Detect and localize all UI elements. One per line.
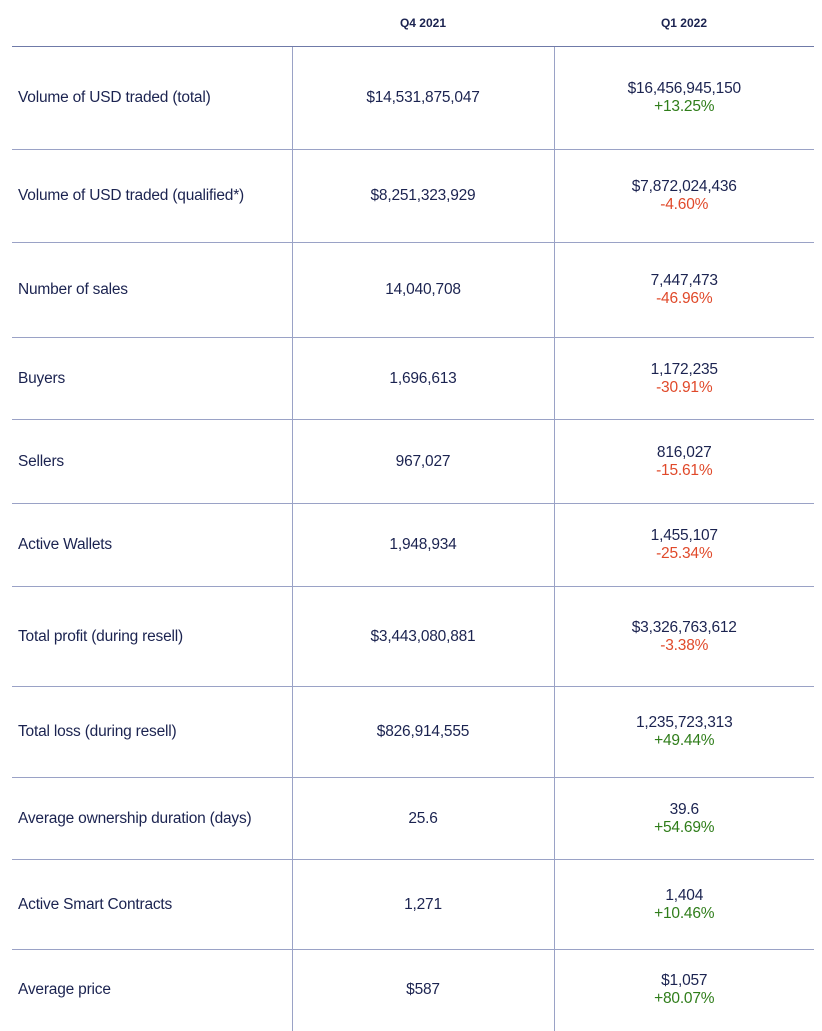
table-row: Sellers 967,027 816,027 -15.61% [12,419,814,504]
header-row: Q4 2021 Q1 2022 [12,0,814,47]
q1-2022-cell: 1,404 +10.46% [553,859,814,950]
change-percent: -25.34% [656,545,713,562]
change-percent: +54.69% [654,818,715,836]
q1-2022-cell: $3,326,763,612 -3.38% [553,586,814,687]
q1-2022-value: 7,447,473 [650,272,718,289]
comparison-table: Q4 2021 Q1 2022 Volume of USD traded (to… [12,0,814,1031]
q1-2022-value: $7,872,024,436 [631,178,737,195]
q1-2022-cell: 39.6 +54.69% [553,777,814,860]
change-percent: -4.60% [660,196,709,213]
change-percent: +49.44% [654,732,715,749]
change-percent: -3.38% [660,636,709,654]
q1-2022-cell: 1,235,723,313 +49.44% [553,686,814,778]
table-row: Total profit (during resell) $3,443,080,8… [12,586,814,687]
q1-2022-cell: 7,447,473 -46.96% [553,242,814,338]
change-percent: +10.46% [654,904,715,922]
metric-label: Total loss (during resell) [12,686,292,778]
change-percent: +80.07% [654,990,715,1008]
q1-2022-value: $16,456,945,150 [627,80,742,97]
table-row: Buyers 1,696,613 1,172,235 -30.91% [12,337,814,420]
q4-2021-value: $3,443,080,881 [291,586,554,687]
metric-label: Total profit (during resell) [12,586,292,687]
q1-2022-value: 1,404 [665,886,704,904]
change-percent: -46.96% [656,290,713,307]
q4-2021-value: $8,251,323,929 [291,149,554,243]
q1-2022-value: $3,326,763,612 [631,618,737,636]
metric-label: Volume of USD traded (total) [12,46,292,150]
header-metric [12,0,292,47]
q4-2021-value: $14,531,875,047 [291,46,554,150]
change-percent: +13.25% [654,98,715,115]
q1-2022-cell: 816,027 -15.61% [553,419,814,504]
q4-2021-value: 1,948,934 [291,503,554,587]
table-row: Total loss (during resell) $826,914,555 1,… [12,686,814,778]
q1-2022-cell: $7,872,024,436 -4.60% [553,149,814,243]
table-body: Volume of USD traded (total) $14,531,875,… [12,46,814,1031]
table-row: Number of sales 14,040,708 7,447,473 -46.96… [12,242,814,338]
q1-2022-value: 1,235,723,313 [635,714,733,731]
metric-label: Buyers [12,337,292,420]
metric-label: Active Wallets [12,503,292,587]
table-row: Volume of USD traded (qualified*) $8,251,… [12,149,814,243]
metric-label: Number of sales [12,242,292,338]
metric-label: Active Smart Contracts [12,859,292,950]
q1-2022-cell: 1,172,235 -30.91% [553,337,814,420]
q1-2022-value: 1,455,107 [650,527,718,544]
q1-2022-value: 1,172,235 [650,360,718,378]
table-row: Active Wallets 1,948,934 1,455,107 -25.34% [12,503,814,587]
header-q1-2022: Q1 2022 [554,0,814,47]
q4-2021-value: 1,271 [291,859,554,950]
q4-2021-value: $587 [291,949,554,1031]
metric-label: Sellers [12,419,292,504]
q4-2021-value: 967,027 [291,419,554,504]
metric-label: Average price [18,981,111,999]
q1-2022-cell: $1,057 +80.07% [553,949,814,1031]
q1-2022-cell: $16,456,945,150 +13.25% [553,46,814,150]
q1-2022-value: 39.6 [669,800,700,818]
q4-2021-value: 14,040,708 [291,242,554,338]
header-q4-2021: Q4 2021 [292,0,554,47]
table-row: Volume of USD traded (total) $14,531,875,… [12,46,814,150]
change-percent: -30.91% [656,378,713,396]
q1-2022-cell: 1,455,107 -25.34% [553,503,814,587]
q1-2022-value: 816,027 [656,443,712,461]
q4-2021-value: 1,696,613 [291,337,554,420]
table-row: Average price $587 $1,057 +80.07% [12,949,814,1031]
q4-2021-value: $826,914,555 [291,686,554,778]
change-percent: -15.61% [656,461,713,479]
table-row: Average ownership duration (days) 25.6 39.… [12,777,814,860]
metric-label: Volume of USD traded (qualified*) [12,149,292,243]
q1-2022-value: $1,057 [661,972,708,990]
q4-2021-value: 25.6 [291,777,554,860]
table-row: Active Smart Contracts 1,271 1,404 +10.46% [12,859,814,950]
metric-label: Average ownership duration (days) [12,777,292,860]
